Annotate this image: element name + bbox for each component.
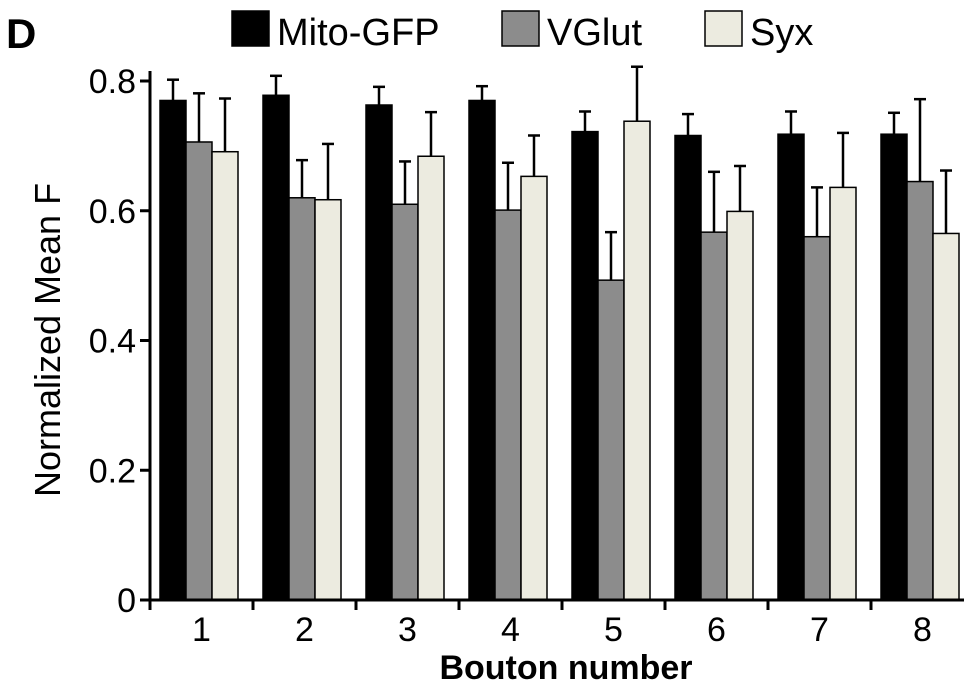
legend-swatch-mito-gfp xyxy=(231,10,270,47)
x-tick-label: 7 xyxy=(810,611,829,649)
legend-swatch-syx xyxy=(704,10,743,47)
y-axis-label: Normalized Mean F xyxy=(27,183,68,497)
bar-vglut-2 xyxy=(288,197,316,601)
bar-vglut-1 xyxy=(185,141,213,601)
bar-syx-4 xyxy=(520,175,548,601)
x-tick-label: 6 xyxy=(707,611,726,649)
bar-mito-gfp-3 xyxy=(365,104,393,601)
bar-vglut-7 xyxy=(803,235,831,601)
bars-group xyxy=(159,94,960,601)
bar-syx-1 xyxy=(211,150,239,601)
bar-syx-7 xyxy=(829,186,857,601)
x-tick-label: 5 xyxy=(604,611,623,649)
legend-label-mito-gfp: Mito-GFP xyxy=(277,12,440,54)
bar-syx-2 xyxy=(314,198,342,601)
bar-mito-gfp-6 xyxy=(674,134,702,601)
bar-syx-6 xyxy=(726,210,754,601)
x-tick-label: 2 xyxy=(295,611,314,649)
bar-mito-gfp-1 xyxy=(159,99,187,601)
x-tick-label: 8 xyxy=(913,611,932,649)
bar-mito-gfp-7 xyxy=(777,133,805,601)
legend-label-vglut: VGlut xyxy=(547,12,642,54)
y-tick-label: 0 xyxy=(117,582,136,620)
bar-syx-8 xyxy=(932,232,960,601)
bar-vglut-3 xyxy=(391,203,419,601)
y-tick-label: 0.4 xyxy=(89,323,136,361)
error-bars-group xyxy=(167,65,952,281)
bar-vglut-5 xyxy=(597,279,625,601)
x-tick-label: 3 xyxy=(398,611,417,649)
y-tick-label: 0.2 xyxy=(89,452,136,490)
bar-vglut-8 xyxy=(906,180,934,601)
bar-syx-3 xyxy=(417,155,445,601)
legend-label-syx: Syx xyxy=(750,12,813,54)
legend: Mito-GFP VGlut Syx xyxy=(231,10,813,54)
panel-label: D xyxy=(6,10,36,57)
x-tick-label: 1 xyxy=(192,611,211,649)
x-axis-label: Bouton number xyxy=(439,649,692,687)
bar-vglut-4 xyxy=(494,209,522,601)
y-tick-label: 0.6 xyxy=(89,193,136,231)
bar-vglut-6 xyxy=(700,231,728,601)
bar-syx-5 xyxy=(623,120,651,601)
x-tick-label: 4 xyxy=(501,611,520,649)
bar-mito-gfp-8 xyxy=(880,133,908,601)
legend-swatch-vglut xyxy=(501,10,540,47)
y-tick-label: 0.8 xyxy=(89,63,136,101)
bar-mito-gfp-5 xyxy=(571,130,599,601)
bar-mito-gfp-4 xyxy=(468,99,496,601)
bar-mito-gfp-2 xyxy=(262,94,290,601)
axes-group: 0 0.2 0.4 0.6 0.8 1 2 3 4 5 6 7 8 xyxy=(89,63,964,649)
